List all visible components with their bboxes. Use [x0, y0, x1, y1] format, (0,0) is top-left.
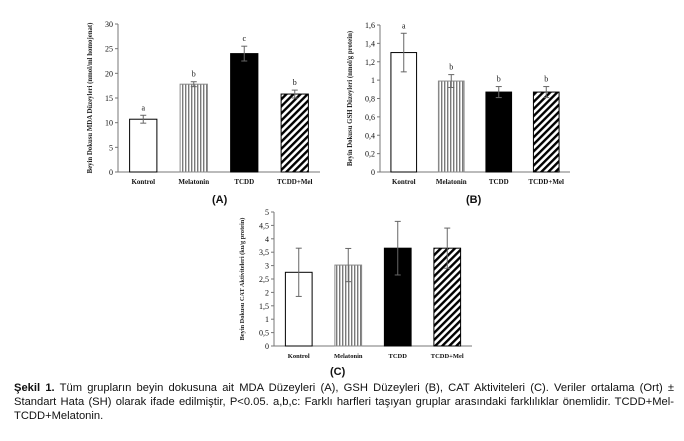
bar: [129, 118, 158, 173]
bar: [485, 91, 513, 173]
y-tick-label: 3: [265, 262, 269, 271]
bar: [179, 83, 208, 173]
significance-letter: b: [192, 70, 196, 79]
y-tick-label: 25: [105, 45, 113, 54]
chart-a-svg: 0 5 10 15 20 25 30 Beyin Dokusu MDA Düzeyleri (…: [87, 20, 320, 186]
y-tick-label: 0: [109, 168, 113, 177]
y-tick-label: 0,4: [365, 131, 375, 140]
bar: [390, 52, 418, 173]
y-tick-label: 1,2: [365, 58, 375, 67]
category-label: TCDD+Mel: [431, 353, 464, 360]
panel-label-a: (A): [212, 194, 228, 206]
y-tick-label: 0,5: [259, 329, 269, 338]
category-label: Melatonin: [436, 178, 467, 186]
category-label: TCDD: [389, 353, 408, 360]
bar: [280, 93, 309, 173]
y-tick-label: 1: [371, 76, 375, 85]
category-label: TCDD+Mel: [277, 178, 313, 186]
figure-caption: Şekil 1. Tüm grupların beyin dokusuna ai…: [14, 381, 674, 423]
category-label: Melatonin: [334, 353, 363, 360]
y-axis-label: Beyin Dokusu MDA Düzeyleri (nmol/ml homo…: [87, 23, 94, 174]
bar: [532, 91, 560, 173]
y-tick-label: 5: [109, 143, 113, 152]
category-label: Kontrol: [131, 178, 155, 186]
significance-letter: a: [402, 21, 406, 30]
chart-b: 0 0,2 0,4 0,6 0,8 1 1,2 1,4 1,6 Beyin Dokusu GSH …: [342, 16, 574, 194]
significance-letter: a: [141, 103, 145, 112]
significance-letter: b: [449, 63, 453, 72]
y-tick-label: 0,8: [365, 95, 375, 104]
category-label: Kontrol: [288, 353, 310, 360]
chart-c-svg: 0 0,5 1 1,5 2 2,5 3 3,5 4 4,5 5 Beyin Dokusu CAT Ak…: [239, 208, 472, 360]
y-tick-label: 15: [105, 94, 113, 103]
category-label: TCDD: [234, 178, 254, 186]
y-tick-label: 1,4: [365, 39, 375, 48]
chart-a: 0 5 10 15 20 25 30 Beyin Dokusu MDA Düzeyleri (…: [80, 16, 330, 194]
significance-letter: c: [242, 34, 246, 43]
y-tick-label: 0,2: [365, 150, 375, 159]
bar: [437, 80, 465, 173]
y-tick-label: 0: [371, 168, 375, 177]
bar: [230, 53, 259, 173]
y-tick-label: 2: [265, 288, 269, 297]
y-tick-label: 3,5: [259, 248, 269, 257]
y-axis-label: Beyin Dokusu CAT Aktiviteleri (ku/g prot…: [239, 218, 246, 341]
significance-letter: b: [544, 75, 548, 84]
y-tick-label: 5: [265, 208, 269, 217]
y-tick-label: 1,5: [259, 302, 269, 311]
significance-letter: b: [497, 75, 501, 84]
caption-title: Şekil 1.: [14, 382, 55, 394]
y-tick-label: 20: [105, 69, 113, 78]
category-label: TCDD: [489, 178, 509, 186]
category-label: Melatonin: [178, 178, 209, 186]
y-axis-label: Beyin Dokusu GSH Düzeyleri (nmol/g prote…: [347, 31, 354, 166]
y-tick-label: 0,6: [365, 113, 375, 122]
category-label: Kontrol: [392, 178, 416, 186]
y-tick-label: 1: [265, 315, 269, 324]
panel-label-b: (B): [466, 194, 482, 206]
chart-b-svg: 0 0,2 0,4 0,6 0,8 1 1,2 1,4 1,6 Beyin Dokusu GSH …: [347, 21, 570, 186]
significance-letter: b: [293, 78, 297, 87]
category-label: TCDD+Mel: [529, 178, 565, 186]
y-tick-label: 0: [265, 342, 269, 351]
y-tick-label: 2,5: [259, 275, 269, 284]
y-tick-label: 30: [105, 20, 113, 29]
y-tick-label: 10: [105, 119, 113, 128]
chart-c: 0 0,5 1 1,5 2 2,5 3 3,5 4 4,5 5 Beyin Dokusu CAT Ak…: [234, 206, 480, 368]
panel-label-c: (C): [330, 366, 346, 378]
caption-text: Tüm grupların beyin dokusuna ait MDA Düz…: [14, 382, 674, 422]
y-tick-label: 4: [265, 235, 269, 244]
y-tick-label: 4,5: [259, 221, 269, 230]
y-tick-label: 1,6: [365, 21, 375, 30]
